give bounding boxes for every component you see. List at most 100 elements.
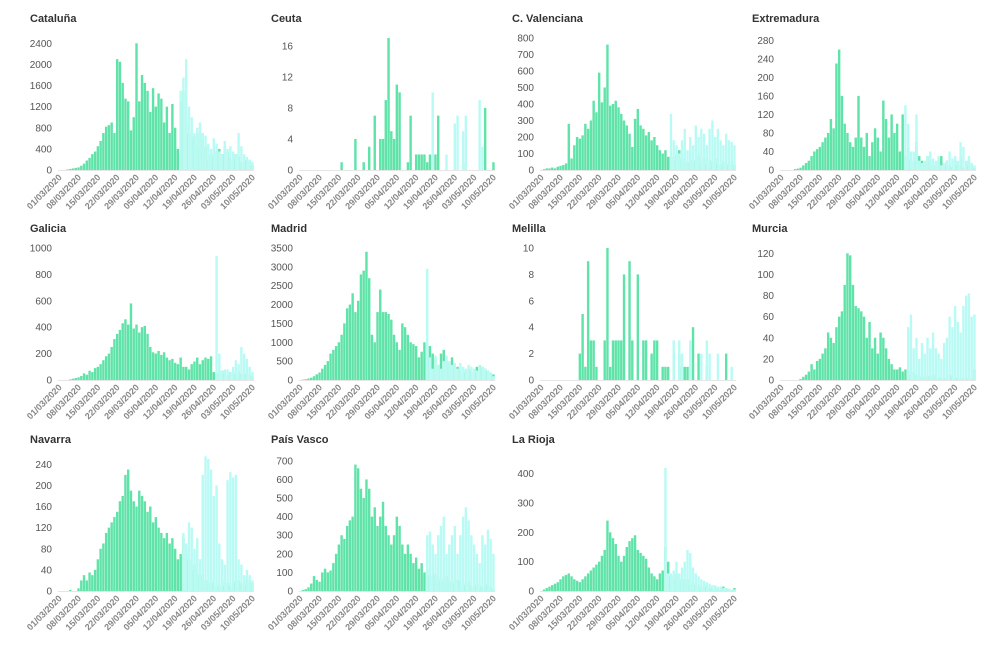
bar-confirmed <box>168 133 171 170</box>
bar-confirmed <box>71 378 75 380</box>
bar-confirmed <box>138 332 141 380</box>
bar-confirmed <box>138 101 141 170</box>
bar-pending <box>182 532 185 591</box>
bar-confirmed <box>617 340 620 380</box>
bar-pending <box>456 368 459 380</box>
y-tick-label: 60 <box>763 312 775 323</box>
bar-pending <box>475 370 479 380</box>
bar-confirmed <box>149 347 152 380</box>
bar-confirmed <box>102 543 105 591</box>
bar-confirmed <box>212 372 215 380</box>
chart-title: Ceuta <box>271 13 302 25</box>
bar-confirmed <box>337 544 341 591</box>
bar-confirmed <box>187 369 191 380</box>
chart-panel: Ceuta 0 4 8 12 16 01/03/2020 08/03/2020 15/03/20… <box>265 6 505 216</box>
bar-confirmed <box>326 572 330 591</box>
bar-pending <box>464 115 468 170</box>
bar-confirmed <box>359 488 363 591</box>
bar-confirmed <box>609 105 612 170</box>
bar-confirmed <box>835 327 838 380</box>
bar-pending <box>953 306 957 380</box>
bar-confirmed <box>837 316 841 380</box>
bar-confirmed <box>628 541 631 591</box>
bar-confirmed <box>107 527 111 591</box>
bar-confirmed <box>420 351 423 380</box>
bar-confirmed <box>196 357 199 380</box>
bar-confirmed <box>542 589 546 591</box>
bar-confirmed <box>807 160 811 170</box>
chart-title: Melilla <box>512 223 547 235</box>
bar-confirmed <box>876 137 880 170</box>
bar-confirmed <box>390 544 393 591</box>
chart-panel: Cataluña 0 400 800 1200 1600 2000 2400 01/03/202… <box>24 6 264 216</box>
chart-svg: La Rioja010020030040001/03/202008/03/202… <box>507 434 739 632</box>
bar-confirmed <box>644 135 648 170</box>
y-tick-label: 240 <box>35 460 52 471</box>
bar-pending <box>456 115 459 170</box>
chart-panel: C. Valenciana 0 100 200 300 400 500 600 700 800 01… <box>506 6 746 216</box>
y-tick-label: 0 <box>46 376 52 387</box>
bar-confirmed <box>351 293 354 380</box>
bar-confirmed <box>69 379 72 380</box>
bar-confirmed <box>160 354 163 380</box>
bar-confirmed <box>301 590 305 591</box>
y-tick-label: 0 <box>46 166 52 177</box>
bar-confirmed <box>595 112 598 170</box>
chart-svg: Extremadura0408012016020024028001/03/202… <box>747 13 979 211</box>
bar-pending <box>201 133 204 170</box>
bar-confirmed <box>879 151 882 170</box>
bar-confirmed <box>871 348 874 380</box>
bar-confirmed <box>85 160 89 170</box>
bar-pending <box>184 59 188 171</box>
bar-confirmed <box>93 368 97 380</box>
bar-confirmed <box>96 559 100 591</box>
bar-confirmed <box>617 555 620 591</box>
bar-confirmed <box>209 356 213 380</box>
bar-pending <box>226 369 229 380</box>
bar-pending <box>220 154 224 170</box>
bar-confirmed <box>312 576 316 591</box>
bar-confirmed <box>146 333 149 380</box>
bar-pending <box>245 569 249 591</box>
bar-confirmed <box>642 128 645 170</box>
bar-pending <box>478 100 481 170</box>
bar-confirmed <box>99 140 102 170</box>
chart-title: C. Valenciana <box>512 13 584 25</box>
bar-pending <box>448 361 451 380</box>
bar-pending <box>683 128 686 170</box>
bar-confirmed <box>799 167 802 170</box>
bar-confirmed <box>390 319 393 380</box>
bar-pending <box>459 363 462 380</box>
bar-confirmed <box>589 570 593 591</box>
bar-pending <box>713 137 717 170</box>
bar-confirmed <box>379 138 382 170</box>
bar-confirmed <box>837 49 841 170</box>
bar-pending <box>434 553 437 591</box>
bar-pending <box>251 372 254 380</box>
bar-confirmed <box>620 340 623 380</box>
bar-confirmed <box>176 364 180 380</box>
bar-pending <box>215 255 218 380</box>
bar-confirmed <box>135 324 138 380</box>
y-tick-label: 3500 <box>271 244 294 255</box>
bar-confirmed <box>91 575 94 591</box>
bar-confirmed <box>417 568 421 591</box>
bar-pending <box>434 355 437 380</box>
bar-pending <box>237 133 240 170</box>
bar-confirmed <box>631 146 634 170</box>
bar-confirmed <box>398 525 401 591</box>
bar-confirmed <box>173 548 177 591</box>
y-tick-label: 600 <box>276 475 293 486</box>
bar-pending <box>675 145 678 170</box>
bar-pending <box>478 563 481 591</box>
bar-confirmed <box>890 114 893 170</box>
bar-confirmed <box>573 579 576 591</box>
bar-confirmed <box>387 314 390 380</box>
bar-confirmed <box>354 312 357 380</box>
bar-confirmed <box>873 337 877 380</box>
bar-confirmed <box>80 580 83 591</box>
bar-pending <box>929 348 932 380</box>
bar-confirmed <box>329 570 332 591</box>
bar-confirmed <box>381 312 385 380</box>
bar-confirmed <box>198 364 202 380</box>
